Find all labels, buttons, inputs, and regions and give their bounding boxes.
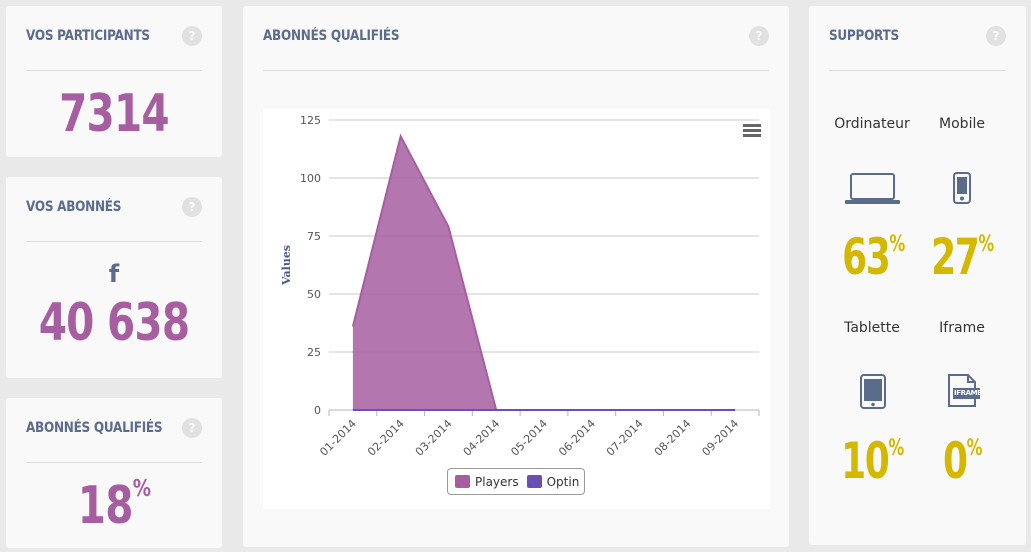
x-tick-label: 05-2014 <box>508 417 550 459</box>
tablet-icon <box>860 374 886 409</box>
divider <box>829 70 1006 71</box>
chart-card: ABONNÉS QUALIFIÉS ? 0 25 50 75 100 125 01-2014… <box>243 6 789 547</box>
y-tick-label: 0 <box>314 404 321 417</box>
legend-item-players[interactable]: Players <box>455 475 519 489</box>
support-label-iframe: Iframe <box>939 320 985 336</box>
abonnes-count: 40 638 <box>38 293 190 353</box>
x-tick-label: 01-2014 <box>317 417 359 459</box>
chart-legend: Players Optin <box>447 468 585 495</box>
series-area-players <box>352 136 736 411</box>
support-unit-mobile: % <box>978 232 994 257</box>
support-value-mobile: 27 <box>931 228 980 286</box>
qualifies-help-icon[interactable]: ? <box>182 418 202 438</box>
legend-item-optin[interactable]: Optin <box>526 474 580 489</box>
divider <box>263 70 769 71</box>
qualifies-title: ABONNÉS QUALIFIÉS <box>26 420 163 436</box>
qualifies-card: ABONNÉS QUALIFIÉS ? 18% <box>6 398 222 548</box>
qualifies-percentage: 18% <box>30 474 198 536</box>
support-pct-tablette: 10% <box>832 432 911 490</box>
support-value-ordinateur: 63 <box>842 228 891 286</box>
supports-card: SUPPORTS ? Ordinateur 63% Mobile 27% Tab… <box>809 6 1026 545</box>
x-tick-label: 02-2014 <box>365 417 407 459</box>
qualifies-value: 18 <box>77 476 134 536</box>
participants-title: VOS PARTICIPANTS <box>26 28 150 44</box>
x-tick-label: 09-2014 <box>700 417 742 459</box>
legend-label-players: Players <box>475 474 519 489</box>
support-label-ordinateur: Ordinateur <box>834 116 910 132</box>
laptop-icon <box>845 173 900 204</box>
supports-title: SUPPORTS <box>829 28 899 44</box>
support-unit-tablette: % <box>888 436 904 461</box>
abonnes-card: VOS ABONNÉS ? f 40 638 <box>6 177 222 378</box>
y-tick-label: 75 <box>307 230 321 243</box>
iframe-icon-label: IFRAME <box>954 389 982 397</box>
x-tick-label: 04-2014 <box>461 417 503 459</box>
abonnes-help-icon[interactable]: ? <box>182 197 202 217</box>
support-value-iframe: 0 <box>942 432 968 490</box>
support-pct-iframe: 0% <box>922 432 1001 490</box>
y-tick-label: 50 <box>307 288 321 301</box>
area-chart: 0 25 50 75 100 125 01-2014 02-2014 03-2014 04-201… <box>280 114 760 459</box>
legend-label-optin: Optin <box>546 474 580 489</box>
x-tick-label: 07-2014 <box>604 417 646 459</box>
x-tick-label: 03-2014 <box>413 417 455 459</box>
y-tick-label: 25 <box>307 346 321 359</box>
divider <box>26 70 202 71</box>
support-label-mobile: Mobile <box>939 116 985 132</box>
y-axis-title: Values <box>280 245 293 286</box>
iframe-icon: IFRAME <box>946 374 982 408</box>
abonnes-title: VOS ABONNÉS <box>26 199 122 215</box>
participants-card: VOS PARTICIPANTS ? 7314 <box>6 6 222 157</box>
chart-menu-icon[interactable] <box>743 124 761 139</box>
divider <box>26 462 202 463</box>
mobile-icon <box>953 172 971 204</box>
x-tick-label: 08-2014 <box>652 417 694 459</box>
participants-count: 7314 <box>59 84 170 144</box>
supports-help-icon[interactable]: ? <box>986 26 1006 46</box>
qualifies-unit: % <box>132 474 151 502</box>
divider <box>26 241 202 242</box>
support-label-tablette: Tablette <box>844 320 900 336</box>
support-unit-iframe: % <box>966 436 983 461</box>
participants-help-icon[interactable]: ? <box>182 26 202 46</box>
chart-panel-title: ABONNÉS QUALIFIÉS <box>263 28 400 44</box>
support-pct-ordinateur: 63% <box>833 228 912 286</box>
chart-help-icon[interactable]: ? <box>749 26 769 46</box>
y-tick-label: 100 <box>300 172 321 185</box>
facebook-icon: f <box>108 260 120 288</box>
legend-swatch-players <box>455 475 470 488</box>
chart-area: 0 25 50 75 100 125 01-2014 02-2014 03-2014 04-201… <box>263 109 770 509</box>
y-tick-label: 125 <box>300 114 321 127</box>
support-pct-mobile: 27% <box>922 228 1001 286</box>
support-unit-ordinateur: % <box>889 232 905 257</box>
support-value-tablette: 10 <box>841 432 890 490</box>
legend-swatch-optin <box>526 475 542 488</box>
x-tick-label: 06-2014 <box>556 417 598 459</box>
